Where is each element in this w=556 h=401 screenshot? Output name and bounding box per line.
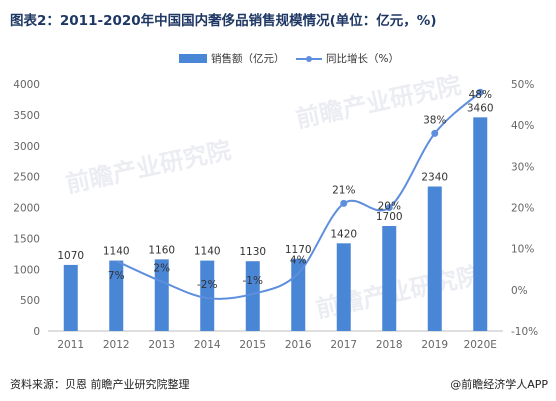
y-right-tick-label: 0% — [511, 285, 528, 297]
y-right-tick-label: 50% — [511, 79, 534, 91]
credit-note: @前瞻经济学人APP — [450, 378, 548, 391]
bar — [336, 243, 351, 331]
growth-value-label: 2% — [153, 263, 170, 275]
growth-value-label: -2% — [197, 279, 217, 291]
growth-value-label: 48% — [469, 89, 492, 101]
legend-bar-swatch — [179, 54, 207, 63]
x-tick-label: 2018 — [376, 339, 403, 351]
bar-value-label: 1160 — [148, 244, 175, 256]
x-tick-label: 2016 — [285, 339, 312, 351]
growth-point — [476, 88, 484, 96]
y-right-tick-label: 30% — [511, 161, 534, 173]
bar-value-label: 1070 — [57, 250, 84, 262]
bar — [291, 258, 306, 331]
bar-value-label: 1420 — [330, 228, 357, 240]
bar-value-label: 1170 — [285, 244, 312, 256]
bar-value-label: 1140 — [103, 246, 130, 258]
x-tick-label: 2014 — [194, 339, 221, 351]
bar — [473, 117, 488, 331]
growth-value-label: 4% — [290, 254, 307, 266]
x-tick-label: 2013 — [148, 339, 175, 351]
y-left-tick-label: 4000 — [13, 79, 40, 91]
y-right-tick-label: 40% — [511, 120, 534, 132]
bar-value-label: 3460 — [467, 102, 494, 114]
y-left-tick-label: 2500 — [13, 172, 40, 184]
bar-value-label: 1700 — [376, 211, 403, 223]
growth-value-label: -1% — [243, 275, 263, 287]
bar — [154, 259, 169, 331]
y-right-tick-label: 20% — [511, 203, 534, 215]
bar-value-label: 2340 — [421, 172, 448, 184]
bar — [382, 226, 397, 331]
y-right-tick-label: 10% — [511, 244, 534, 256]
y-left-tick-label: 1000 — [13, 264, 40, 276]
x-tick-label: 2011 — [57, 339, 84, 351]
growth-value-label: 38% — [423, 114, 446, 126]
bar-value-label: 1130 — [239, 246, 266, 258]
bar-value-label: 1140 — [194, 246, 221, 258]
x-tick-label: 2019 — [421, 339, 448, 351]
y-left-tick-label: 3000 — [13, 141, 40, 153]
bar — [245, 261, 260, 331]
y-left-tick-label: 500 — [20, 295, 40, 307]
x-tick-label: 2012 — [103, 339, 130, 351]
growth-point — [340, 199, 348, 207]
growth-value-label: 21% — [332, 184, 355, 196]
bar — [63, 264, 78, 331]
bar — [427, 186, 442, 331]
legend-bar-label: 销售额（亿元） — [211, 52, 285, 65]
growth-value-label: 20% — [378, 201, 401, 213]
y-left-tick-label: 0 — [33, 326, 40, 338]
growth-value-label: 7% — [108, 270, 125, 282]
chart-title: 图表2：2011-2020年中国国内奢侈品销售规模情况(单位：亿元，%) — [10, 13, 437, 29]
growth-point — [385, 204, 393, 211]
growth-line — [115, 91, 481, 300]
growth-point — [431, 129, 439, 137]
y-left-tick-label: 1500 — [13, 233, 40, 245]
legend-line-label: 同比增长（%） — [326, 52, 399, 65]
bar — [109, 260, 124, 331]
bar — [200, 260, 215, 331]
x-tick-label: 2017 — [330, 339, 357, 351]
y-right-tick-label: -10% — [511, 326, 538, 338]
x-tick-label: 2015 — [239, 339, 266, 351]
x-tick-label: 2020E — [464, 339, 497, 351]
y-left-tick-label: 2000 — [13, 203, 40, 215]
y-left-tick-label: 3500 — [13, 110, 40, 122]
watermark-text: 前瞻产业研究院 — [63, 136, 233, 198]
source-note: 资料来源：贝恩 前瞻产业研究院整理 — [10, 378, 190, 391]
legend-line-marker — [306, 56, 312, 62]
